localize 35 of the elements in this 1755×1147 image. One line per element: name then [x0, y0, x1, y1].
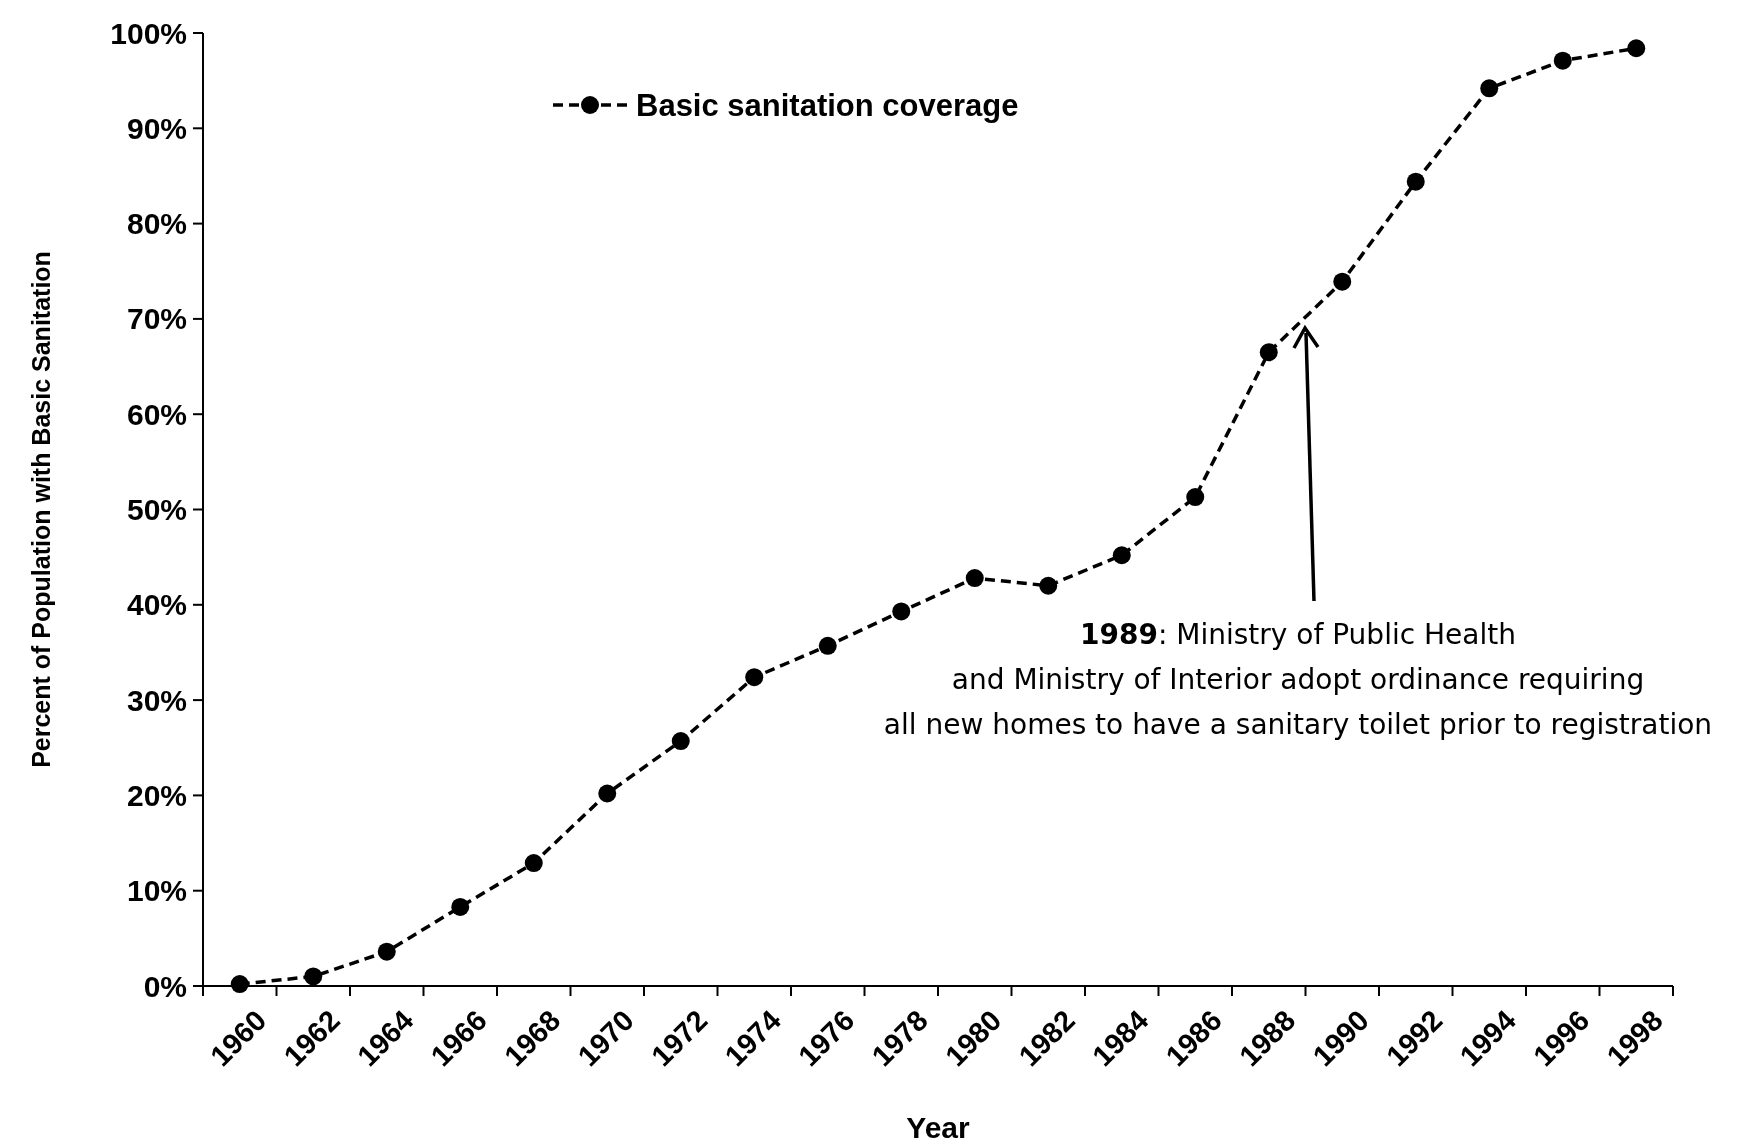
point — [1627, 39, 1646, 58]
y-tick-label: 70% — [126, 302, 187, 336]
y-tick-label: 80% — [126, 207, 187, 241]
point — [965, 569, 984, 588]
annotation: 1989: Ministry of Public Health and Ministry of Interior adopt ordinance requiring all new homes to have a sanitary toilet prior to registration — [883, 618, 1713, 741]
y-tick-label: 10% — [126, 874, 187, 908]
point — [1553, 51, 1572, 70]
y-tick-label: 90% — [126, 111, 187, 145]
point — [598, 784, 617, 803]
y-axis-title: Percent of Population with Basic Sanitation — [27, 251, 55, 768]
point — [892, 602, 911, 621]
point — [1186, 488, 1205, 507]
y-tick-label: 20% — [126, 778, 187, 812]
point — [1480, 79, 1499, 98]
point — [671, 732, 690, 751]
point — [1259, 343, 1278, 362]
point — [304, 967, 323, 986]
point — [1112, 546, 1131, 565]
point — [230, 975, 249, 994]
y-tick-label: 100% — [110, 16, 187, 50]
x-axis-title: Year — [906, 1111, 971, 1144]
point — [524, 854, 543, 873]
y-tick-label: 50% — [126, 493, 187, 526]
y-tick-label: 40% — [126, 588, 187, 622]
point — [377, 942, 396, 961]
point — [451, 897, 470, 916]
point — [818, 636, 837, 655]
point — [1333, 272, 1352, 291]
point — [1039, 576, 1058, 595]
y-tick-label: 30% — [126, 683, 187, 717]
point — [745, 668, 764, 687]
legend-label: Basic sanitation coverage — [636, 87, 1019, 123]
y-tick-label: 0% — [143, 969, 187, 1003]
y-tick-label: 60% — [126, 397, 187, 431]
point — [1406, 172, 1425, 191]
